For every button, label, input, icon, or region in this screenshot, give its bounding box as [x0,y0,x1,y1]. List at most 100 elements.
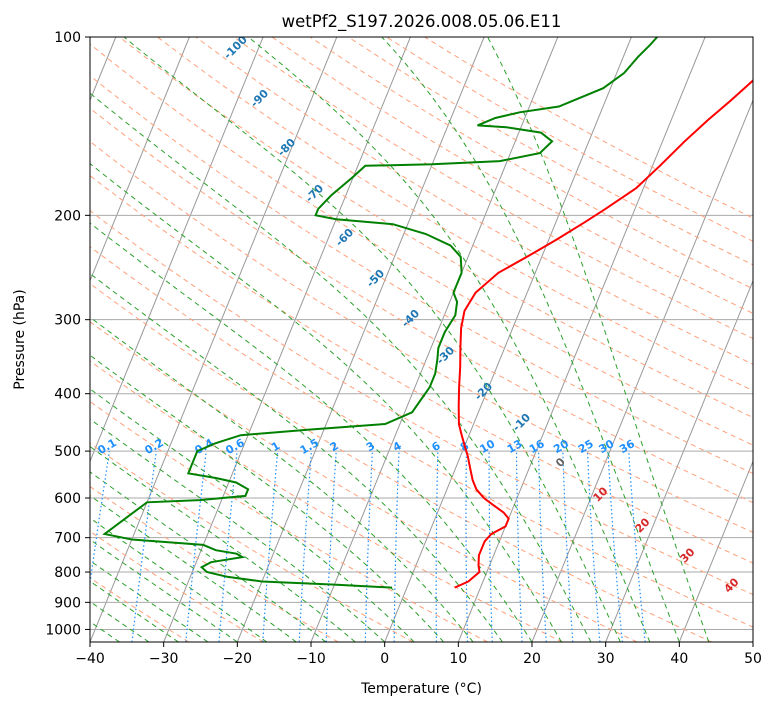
profile-series [102,37,753,589]
x-axis-ticks: −40 −30 −20 −10 0 10 20 30 40 50 [75,642,762,667]
y-tick-label: 300 [54,313,81,329]
moist-adiabat-label: 40 [722,575,742,595]
isotherm-line [90,37,190,283]
moist-adiabat-line [90,222,533,642]
x-tick-label: 40 [670,651,688,667]
moist-adiabat-label: 20 [633,515,653,535]
mixing-ratio-line [435,451,439,642]
mixing-ratio-line [262,451,279,642]
moist-adiabat-line [90,273,503,642]
x-tick-label: −10 [296,651,326,667]
moist-adiabat-line [247,37,651,642]
x-tick-label: 30 [597,651,615,667]
moist-adiabat-line [90,316,474,642]
x-axis-label: Temperature (°C) [360,681,482,697]
moist-adiabat-line [90,418,386,642]
dry-adiabat-line [90,140,753,533]
dry-adiabat-line [233,37,753,340]
mixing-ratio-label: 0.2 [142,436,165,457]
dry-adiabat-label: -70 [303,182,326,205]
isotherm-line [90,37,264,463]
isotherms [90,37,753,642]
moist-adiabat-label: 10 [591,484,611,504]
y-axis-label: Pressure (hPa) [12,289,28,389]
moist-adiabat-line [90,560,209,642]
dry-adiabat-line [90,400,488,642]
isotherm-line [457,37,706,642]
dry-adiabat-line [90,321,638,642]
mixing-ratio-label: 1 [269,439,282,454]
y-tick-label: 900 [54,595,81,611]
isotherm-line [531,98,753,642]
plot-frame [89,36,754,643]
mixing-ratio-label: 6 [429,439,442,454]
moist-adiabat-line [487,37,710,642]
dry-adiabat-line [348,37,753,266]
y-axis-ticks: 100 200 300 400 500 600 700 800 900 1000 [45,30,90,638]
y-tick-label: 400 [54,387,81,403]
dry-adiabat-line [90,175,753,564]
y-tick-label: 500 [54,444,81,460]
moist-adiabat-line [90,354,444,642]
mixing-ratio-label: 2 [328,439,341,454]
moist-adiabat-line [90,445,356,642]
mixing-ratio-label: 1.5 [298,436,321,457]
mixing-ratio-line [131,451,157,642]
dry-adiabat-label: -90 [248,87,271,110]
x-tick-label: 10 [449,651,467,667]
isobars [90,37,753,630]
moist-adiabats [90,37,710,642]
dry-adiabat-line [90,360,563,642]
isotherm-line [678,460,753,642]
mixing-ratio-label: 36 [617,437,637,456]
mixing-ratio-line [488,451,493,642]
dry-adiabat-line [90,246,753,628]
moist-adiabat-label: 30 [678,545,698,565]
mixing-ratio-label: 16 [527,437,547,456]
mixing-ratio-line [364,451,373,642]
mixing-ratio-line [218,451,238,642]
y-tick-label: 100 [54,30,81,46]
moist-adiabat-line [90,580,179,642]
dewpoint-profile-line [102,37,658,589]
mixing-ratio-line [607,451,623,642]
mixing-ratio-label: 20 [551,437,571,456]
dry-adiabat-line [424,37,753,219]
mixing-ratio-label: 30 [597,437,617,456]
moist-adiabat-line [90,471,327,642]
dry-adiabats [90,37,753,642]
moist-adiabat-line [123,37,621,642]
dry-adiabat-line [90,43,753,446]
moist-adiabat-line [90,163,562,642]
mixing-ratio-label: 10 [477,437,497,456]
y-tick-label: 200 [54,208,81,224]
dry-adiabat-line [90,209,753,596]
mixing-ratio-label: 13 [505,437,525,456]
chart-title: wetPf2_S197.2026.008.05.06.E11 [282,12,562,32]
mixing-ratio-label: 3 [364,439,377,454]
x-tick-label: 0 [380,651,389,667]
x-tick-label: −30 [149,651,179,667]
dry-adiabat-line [90,282,712,642]
mixing-ratio-label: 25 [576,437,596,456]
dry-adiabat-label: -40 [399,307,422,330]
moist-adiabat-line [90,539,238,642]
dry-adiabat-line [90,107,753,504]
isotherm-line [90,37,338,642]
isotherm-line [310,37,559,642]
moist-adiabat-line [90,92,592,642]
isotherm-line [384,37,632,642]
x-tick-label: −20 [223,651,253,667]
x-tick-label: −40 [75,651,105,667]
dry-adiabat-label: -60 [333,226,356,249]
mixing-ratio-lines [90,451,646,642]
mixing-ratio-line [185,451,207,642]
moist-adiabat-line [90,517,268,642]
y-tick-label: 600 [54,491,81,507]
isotherm-line [163,37,411,642]
x-tick-label: 20 [523,651,541,667]
y-tick-label: 800 [54,565,81,581]
dry-adiabat-line [90,485,339,642]
mixing-ratio-line [90,451,110,587]
